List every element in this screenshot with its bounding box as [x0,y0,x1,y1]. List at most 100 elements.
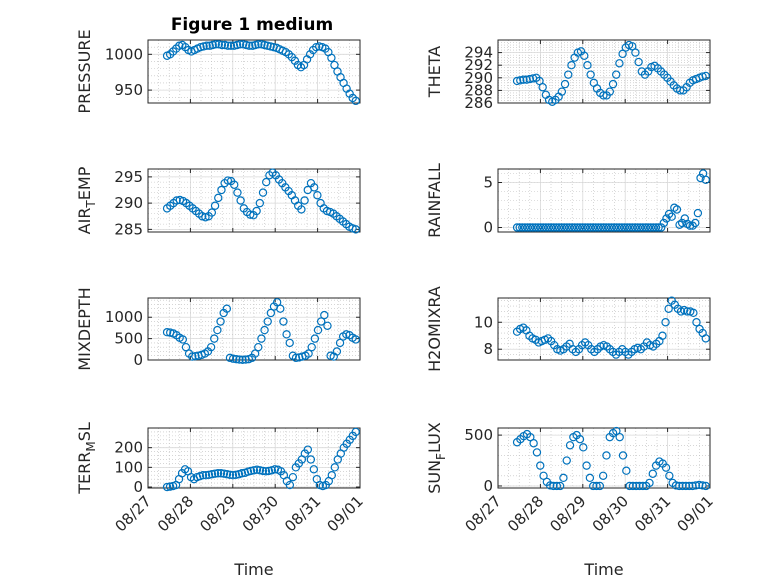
data-point [580,51,589,60]
y-axis-label: H2OMIXRA [425,286,444,372]
data-point [178,335,187,344]
data-point [667,212,676,221]
y-axis-label: SUNFLUX [425,422,448,494]
data-point [664,209,674,219]
data-point [258,466,268,476]
data-point [649,223,658,232]
data-point [586,223,595,232]
data-point [628,223,637,232]
data-point [214,193,223,203]
axes-air-temp: 285 290 295 AIRTEMP [75,166,361,238]
axes-border [147,168,361,233]
data-point [254,40,263,49]
y-tick-label: 8 [483,340,493,358]
axes-mixdepth: 0 500 1000 MIXDEPTH [75,287,361,371]
data-point [586,70,595,79]
data-point [519,75,528,84]
data-point [555,481,565,491]
data-point [683,307,692,316]
data-point [288,472,298,482]
data-point [351,225,360,234]
data-point [560,223,569,232]
y-tick-label: 285 [114,220,143,238]
y-tick-label: 200 [114,439,143,457]
y-axis-label: AIRTEMP [75,166,98,234]
data-point [562,223,572,232]
data-point [252,206,261,216]
data-point [602,451,611,460]
data-point [688,221,697,230]
data-point [231,470,241,480]
data-point [638,481,648,491]
data-point [261,467,271,476]
data-point [276,304,285,313]
data-point [573,223,582,232]
data-point [306,455,316,464]
axes-border [147,297,361,361]
data-point [544,223,553,232]
data-point [198,471,208,480]
data-point [201,471,211,480]
data-point [327,471,336,480]
data-point [272,298,282,307]
y-tick-label: 5 [483,174,493,192]
data-point [565,223,574,232]
data-point [285,480,295,490]
data-point [236,196,245,205]
y-tick-label: 0 [483,219,493,237]
data-point [162,328,172,337]
data-point [691,218,700,228]
figure-title: Figure 1 medium [171,15,333,35]
data-point [554,223,564,232]
data-point [583,223,593,232]
data-point [661,463,671,472]
data-point [217,185,226,195]
data-point [557,87,567,96]
data-point [552,223,561,232]
data-point [235,40,245,49]
data-point [525,223,535,232]
data-point [564,70,573,79]
data-point [210,469,220,478]
data-point [230,180,239,189]
axes-h2omixra: 8 10 H2OMIXRA [425,286,711,372]
data-point [701,481,710,491]
data-point [165,482,175,491]
data-point [228,471,238,480]
y-tick-label: 0 [133,351,143,369]
data-point [648,469,658,478]
x-axis-label: Time [583,560,623,579]
data-point [638,223,648,232]
data-point [701,71,710,81]
data-point [604,223,614,232]
data-point [662,214,671,223]
data-point [252,465,262,474]
data-point [206,342,216,352]
data-point [575,434,585,444]
y-tick-label: 288 [464,81,493,99]
data-point [351,96,360,106]
data-point [645,478,654,488]
data-point [615,432,624,442]
data-point [238,355,247,364]
data-point [651,223,661,232]
data-point [607,223,616,232]
data-point [672,205,682,214]
y-tick-label: 1000 [105,45,143,63]
data-point [285,338,294,348]
data-point [654,223,663,232]
data-point [608,79,618,89]
data-point [605,87,615,96]
data-point [696,173,705,183]
data-point [665,471,674,480]
data-point [622,466,631,475]
data-point [612,70,621,79]
data-point [598,471,608,480]
data-point [518,223,527,232]
y-tick-label: 290 [464,69,493,87]
data-point [223,41,233,50]
data-point [552,481,562,491]
data-point [257,334,266,343]
data-point [664,304,673,313]
